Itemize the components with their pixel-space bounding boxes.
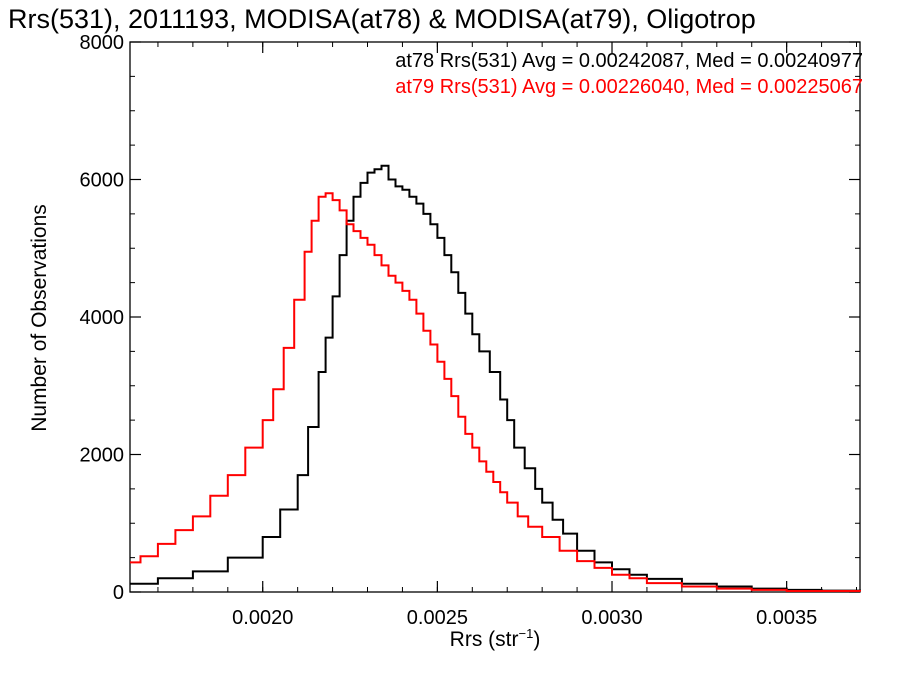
x-axis-label-superscript: −1 — [518, 626, 534, 641]
axes-layer: 0.0020 0.0025 0.0030 0.0035 0 2000 4000 6000 800… — [80, 32, 861, 629]
x-tick-label: 0.0020 — [232, 607, 293, 629]
stats-line-at78: at78 Rrs(531) Avg = 0.00242087, Med = 0.… — [395, 50, 863, 72]
histogram-series-at79 — [130, 192, 861, 592]
y-axis-label: Number of Observations — [28, 204, 51, 432]
chart-title: Rrs(531), 2011193, MODISA(at78) & MODISA… — [8, 4, 756, 34]
plot-frame — [129, 41, 861, 593]
y-tick-label: 0 — [113, 582, 124, 604]
series-layer — [130, 164, 861, 592]
x-axis-label: Rrs (str−1) — [0, 626, 900, 652]
stats-line-at79: at79 Rrs(531) Avg = 0.00226040, Med = 0.… — [395, 76, 863, 98]
x-tick-label: 0.0025 — [407, 607, 468, 629]
y-tick-label: 8000 — [80, 32, 125, 54]
histogram-series-at78 — [130, 164, 861, 592]
x-tick-label: 0.0035 — [756, 607, 817, 629]
x-axis-label-main: Rrs (str — [449, 628, 519, 651]
x-axis-label-tail: ) — [533, 628, 541, 651]
y-tick-label: 2000 — [80, 445, 125, 467]
y-tick-label: 6000 — [80, 170, 125, 192]
x-tick-label: 0.0030 — [581, 607, 642, 629]
y-tick-label: 4000 — [80, 307, 125, 329]
